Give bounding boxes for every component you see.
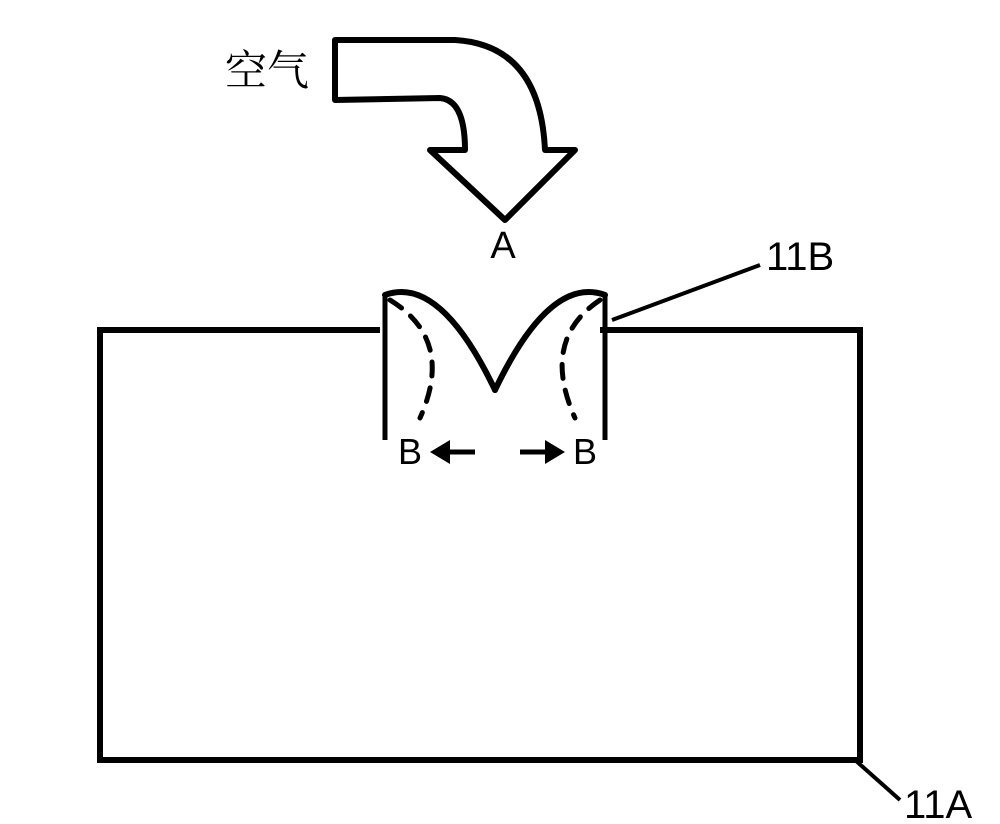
b-arrow-left-head — [430, 440, 450, 464]
label-b-left: B — [398, 431, 422, 472]
air-arrow-outline — [335, 40, 575, 220]
container-outline — [100, 330, 860, 760]
b-arrow-left-group — [430, 440, 475, 464]
air-arrow — [335, 40, 575, 220]
label-b-right: B — [573, 431, 597, 472]
valve-dashed-right — [562, 300, 600, 418]
label-11a: 11A — [904, 783, 973, 824]
b-arrow-right-group — [520, 440, 565, 464]
b-arrow-right-head — [545, 440, 565, 464]
leader-11b — [612, 265, 760, 320]
label-a: A — [490, 225, 516, 267]
leader-11a — [855, 760, 900, 800]
diagram-canvas: 空气 A B B 11B 11A — [0, 0, 1000, 824]
label-11b: 11B — [766, 235, 834, 279]
air-label: 空气 — [225, 38, 309, 98]
valve-dashed-left — [390, 300, 432, 418]
